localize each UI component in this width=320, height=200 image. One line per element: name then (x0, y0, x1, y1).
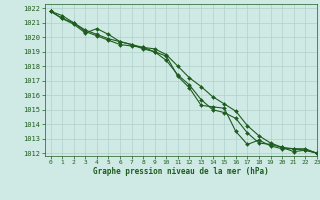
X-axis label: Graphe pression niveau de la mer (hPa): Graphe pression niveau de la mer (hPa) (93, 167, 269, 176)
